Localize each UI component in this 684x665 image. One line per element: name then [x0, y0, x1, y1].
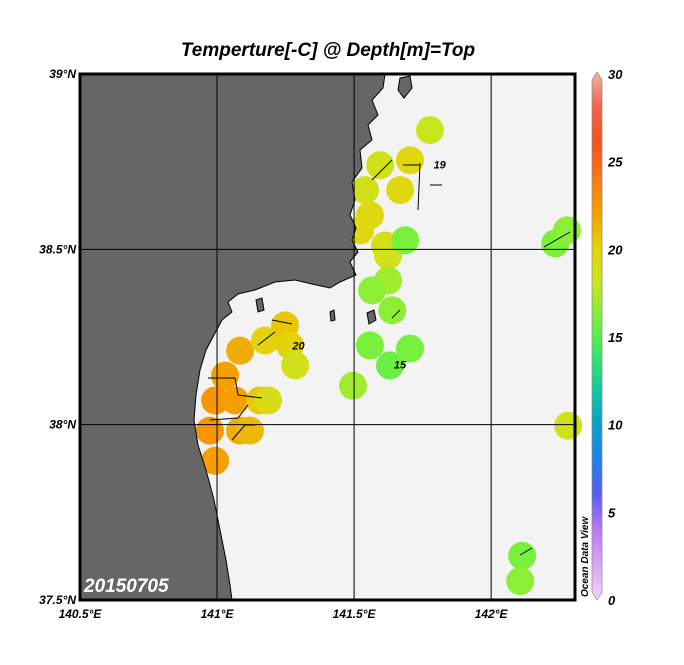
colorbar-tick-label: 0	[608, 593, 616, 608]
lon-tick-label: 142°E	[475, 607, 509, 621]
station-patch	[375, 351, 404, 380]
island	[366, 309, 377, 325]
station-patch	[221, 386, 250, 415]
station-patch	[378, 296, 407, 325]
lat-tick-label: 37.5°N	[39, 593, 76, 607]
colorbar-tick-label: 30	[608, 67, 623, 82]
lon-tick-label: 141.5°E	[333, 607, 377, 621]
lon-tick-label: 140.5°E	[59, 607, 103, 621]
station-patch	[254, 386, 283, 415]
colorbar	[591, 71, 603, 601]
station-patch	[281, 351, 310, 380]
graticule	[80, 74, 575, 600]
station-patch	[210, 361, 239, 390]
station-patch	[201, 386, 230, 415]
colorbar-tick-label: 5	[608, 505, 616, 520]
station-patch	[554, 411, 583, 440]
island	[255, 297, 265, 313]
lat-tick-label: 38.5°N	[39, 242, 76, 256]
station-patch	[351, 176, 380, 205]
lat-tick-label: 39°N	[49, 67, 76, 81]
colorbar-tick-label: 10	[608, 418, 623, 433]
land-mass	[79, 73, 386, 601]
colorbar-tick-label: 25	[607, 155, 623, 170]
station-patch	[396, 334, 424, 363]
station-patch	[508, 541, 537, 570]
station-patch	[201, 446, 230, 475]
station-patch	[226, 336, 255, 365]
colorbar-ticks: 0 5 10 15 20 25 30	[607, 67, 623, 608]
island	[397, 75, 413, 99]
colorbar-tick-label: 15	[608, 330, 623, 345]
contour-label: 15	[394, 360, 407, 372]
station-patch	[416, 116, 445, 145]
map-title: Temperture[-C] @ Depth[m]=Top	[181, 40, 475, 61]
station-patch	[358, 276, 387, 305]
station-patch	[251, 326, 280, 355]
station-patch	[506, 567, 535, 596]
date-label: 20150705	[83, 576, 169, 597]
map-frame	[78, 72, 577, 602]
lon-tick-label: 141°E	[201, 607, 235, 621]
colorbar-tick-label: 20	[607, 242, 623, 257]
contour-label: 20	[291, 341, 305, 353]
station-patch	[366, 151, 395, 180]
lat-tick-label: 38°N	[49, 418, 76, 432]
station-patch	[338, 371, 367, 400]
station-patch	[355, 331, 384, 360]
island	[329, 309, 336, 322]
station-patch	[396, 146, 424, 175]
station-patch	[553, 216, 582, 245]
station-patch	[235, 416, 264, 445]
station-patch	[195, 416, 224, 445]
station-patch	[391, 226, 420, 255]
contour-label: 19	[434, 160, 447, 172]
station-patch	[386, 176, 415, 205]
ocean-data-view-watermark: Ocean Data View	[580, 516, 591, 597]
